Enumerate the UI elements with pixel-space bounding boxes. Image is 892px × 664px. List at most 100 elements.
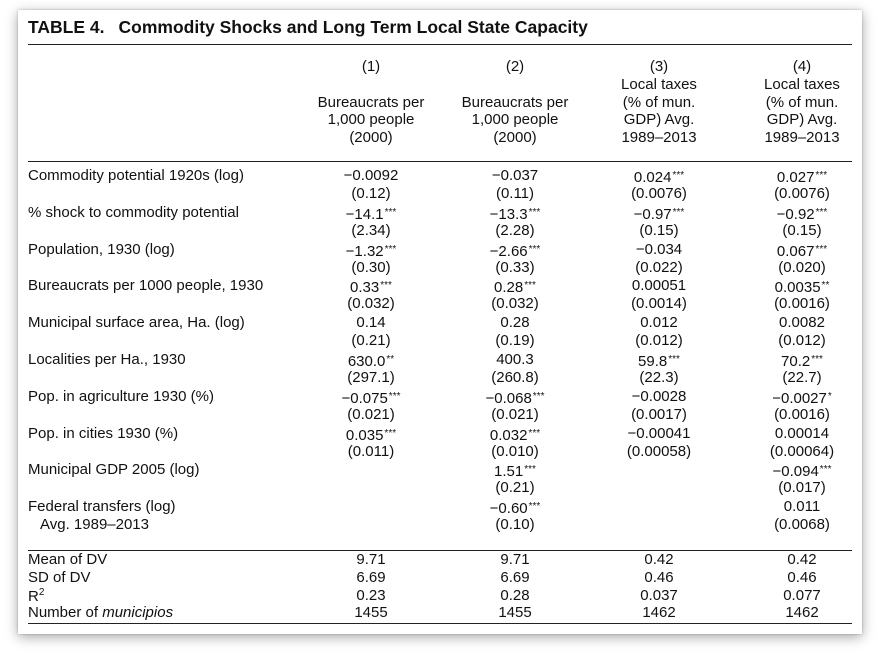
row-label-continued: Avg. 1989–2013 [40, 516, 149, 534]
coefficient-cell: 0.0035** [732, 277, 872, 296]
coefficient-cell: −0.00041 [589, 425, 729, 442]
standard-error-cell: (0.0076) [774, 185, 830, 202]
coefficient-value: −0.0027 [772, 389, 827, 407]
standard-error-cell: (0.012) [635, 332, 683, 350]
standard-error-cell: (0.022) [635, 258, 683, 276]
standard-error-cell: (0.15) [639, 221, 679, 239]
stat-value: 0.42 [787, 551, 817, 568]
stat-label: Mean of DV [28, 551, 107, 568]
column-header: Bureaucrats per 1,000 people (2000) [317, 93, 425, 146]
stat-label-text: R [28, 587, 39, 605]
standard-error-cell: (0.021) [491, 405, 539, 423]
row-label: Population, 1930 (log) [28, 240, 175, 258]
standard-error-cell: (260.8) [491, 369, 539, 386]
coefficient-cell: 0.00051 [589, 277, 729, 294]
coefficient-value: −13.3 [489, 205, 528, 223]
significance-stars: *** [388, 390, 401, 402]
significance-stars: ** [386, 354, 395, 365]
row-label: Localities per Ha., 1930 [28, 351, 186, 368]
standard-error-cell: (0.10) [495, 516, 535, 534]
standard-error-cell: (0.0068) [774, 516, 830, 534]
significance-stars: *** [528, 243, 541, 255]
coefficient-value: −0.034 [635, 240, 683, 258]
stat-value: 6.69 [356, 568, 386, 586]
coefficient-value: 0.027 [776, 169, 815, 186]
standard-error-cell: (0.30) [351, 258, 391, 276]
coefficient-value: 0.011 [783, 498, 821, 516]
standard-error-cell: (0.0016) [774, 295, 830, 313]
stat-value: 0.28 [500, 586, 530, 604]
significance-stars: *** [528, 501, 541, 513]
coefficient-value: −1.32 [345, 242, 384, 260]
significance-stars: *** [815, 243, 828, 255]
coefficient-value: 400.3 [496, 351, 534, 368]
coefficient-cell: −13.3*** [445, 204, 585, 223]
stat-label-text: Mean of DV [28, 551, 108, 568]
coefficient-value: 0.0082 [779, 314, 825, 332]
significance-stars: *** [668, 354, 680, 365]
coefficient-cell: −2.66*** [445, 241, 585, 260]
coefficient-cell: −0.034 [589, 241, 729, 258]
standard-error-cell: (0.032) [491, 295, 539, 313]
coefficient-cell: 70.2*** [732, 351, 872, 370]
significance-stars: *** [815, 206, 828, 218]
significance-stars: *** [524, 280, 536, 292]
coefficient-cell: −0.075*** [301, 388, 441, 407]
stat-value: 0.037 [640, 586, 678, 604]
standard-error-cell: (0.00058) [626, 442, 692, 460]
coefficient-cell: −0.068*** [445, 388, 585, 407]
coefficient-cell: 0.33*** [301, 277, 441, 296]
standard-error-cell: (0.0016) [774, 405, 830, 423]
coefficient-cell: 0.14 [301, 314, 441, 331]
coefficient-cell: 0.024*** [589, 167, 729, 186]
standard-error-cell: (0.020) [778, 258, 826, 276]
coefficient-cell: 0.067*** [732, 241, 872, 260]
coefficient-cell: 0.027*** [732, 167, 872, 186]
stat-label-text: Number of [28, 604, 103, 622]
coefficient-value: −2.66 [489, 242, 528, 260]
significance-stars: *** [819, 464, 832, 476]
row-label: Bureaucrats per 1000 people, 1930 [28, 277, 264, 295]
significance-stars: *** [672, 206, 685, 218]
standard-error-cell: (22.3) [639, 369, 679, 386]
coefficient-value: 0.28 [500, 314, 530, 332]
coefficient-cell: 0.0082 [732, 314, 872, 331]
coefficient-cell: 0.28*** [445, 277, 585, 296]
stat-label-superscript: 2 [38, 586, 45, 598]
standard-error-cell: (0.11) [495, 185, 535, 202]
row-label: Municipal surface area, Ha. (log) [28, 314, 245, 332]
coefficient-value: −0.0092 [343, 167, 399, 184]
coefficient-cell: −0.0092 [301, 167, 441, 184]
significance-stars: *** [672, 170, 685, 181]
column-number: (4) [792, 58, 812, 75]
stat-value: 1455 [498, 604, 532, 622]
coefficient-cell: 0.012 [589, 314, 729, 331]
coefficient-value: 59.8 [638, 353, 668, 370]
stat-label: R2 [28, 587, 44, 605]
standard-error-cell: (0.19) [495, 332, 535, 350]
coefficient-cell: 0.011 [732, 498, 872, 515]
significance-stars: *** [811, 354, 823, 365]
standard-error-cell: (0.21) [495, 479, 535, 497]
significance-stars: *** [524, 464, 536, 476]
standard-error-cell: (0.021) [347, 405, 395, 423]
stat-value: 0.46 [644, 568, 674, 586]
header-rule [28, 161, 852, 162]
coefficient-cell: 1.51*** [445, 461, 585, 480]
standard-error-cell: (0.017) [778, 479, 826, 497]
coefficient-value: 630.0 [347, 353, 386, 370]
stat-value: 1455 [354, 604, 388, 622]
row-label: Pop. in cities 1930 (%) [28, 424, 179, 442]
coefficient-value: 0.024 [633, 169, 672, 186]
stat-value: 9.71 [500, 551, 530, 568]
coefficient-value: −0.075 [341, 389, 388, 407]
coefficient-value: −0.037 [491, 167, 539, 184]
standard-error-cell: (0.032) [347, 295, 395, 313]
table-title: TABLE 4. Commodity Shocks and Long Term L… [28, 17, 588, 38]
coefficient-value: −0.00041 [627, 424, 691, 442]
coefficient-value: 0.032 [489, 426, 528, 444]
table-caption: Commodity Shocks and Long Term Local Sta… [118, 17, 588, 37]
significance-stars: * [827, 390, 832, 402]
standard-error-cell: (0.15) [782, 221, 822, 239]
stat-label: SD of DV [28, 569, 91, 586]
